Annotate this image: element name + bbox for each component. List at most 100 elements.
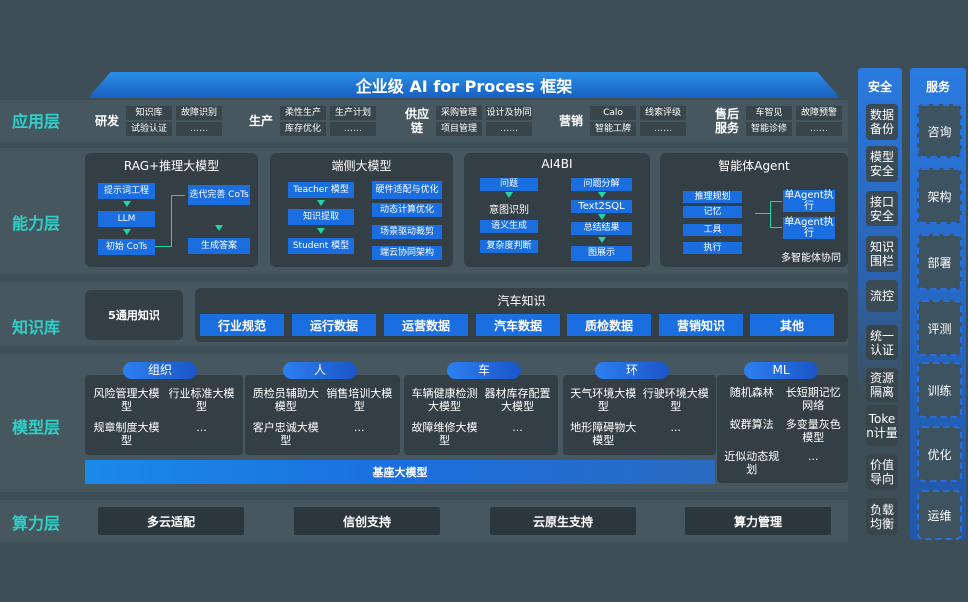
ai4bi-panel: AI4BI 问题 意图识别 语义生成 复杂度判断 问题分解 Text2SQL 总… [464,153,650,267]
model-group-panel: 天气环境大模型 行驶环境大模型 地形障碍物大模型... [563,375,716,455]
edge-box: 场景驱动裁剪 [372,225,442,239]
app-item: 设计及协同 [486,106,532,120]
ai4bi-title: AI4BI [541,157,573,171]
model-item: 近似动态规划 [724,450,780,476]
app-group: 生产 柔性生产 生产计划 库存优化 …… [246,104,376,138]
app-item: 项目管理 [436,122,482,136]
rag-box: 生成答案 [188,238,250,254]
service-item: 评测 [917,300,962,356]
model-item: ... [670,421,682,434]
arrow-down-icon [505,192,513,198]
app-group: 供应链 采购管理 设计及协同 项目管理 …… [402,104,532,138]
service-item: 训练 [917,362,962,418]
security-item: Token计量 [866,405,898,446]
service-title: 服务 [925,80,950,94]
service-item: 部署 [917,234,962,290]
base-model-bar: 基座大模型 [85,460,715,484]
ai4bi-box: 总结结果 [571,222,632,235]
service-item: 架构 [917,168,962,224]
model-group-panel: 车辆健康检测大模型 器材库存配置大模型 故障维修大模型... [404,375,558,455]
model-item: 随机森林 [729,386,774,399]
agent-box: 记忆 [683,206,742,218]
app-item: 故障识别 [176,106,222,120]
compute-item: 信创支持 [294,507,440,535]
agent-box: 工具 [683,224,742,236]
app-group-name: 售后服务 [714,107,739,135]
ai4bi-box: 图展示 [571,246,632,261]
model-item: 规章制度大模型 [93,421,160,447]
rag-title: RAG+推理大模型 [123,159,220,173]
knowledge-item: 行业规范 [200,314,284,336]
app-group-name: 生产 [248,114,273,128]
model-group-pill: 环 [595,362,669,379]
app-group-name: 营销 [558,114,583,128]
knowledge-item: 运营数据 [384,314,468,336]
arrow-down-icon [317,200,325,206]
ai4bi-box: 复杂度判断 [480,240,538,253]
connector-line [770,201,771,227]
ai4bi-text: 意图识别 [489,205,529,216]
agent-panel: 智能体Agent 推理规划 记忆 工具 执行 单Agent执行 单Agent执行… [660,153,848,267]
app-item: 智能诊修 [746,122,792,136]
ai4bi-box: Text2SQL [571,200,632,213]
edge-panel: 端侧大模型 Teacher 模型 知识提取 Student 模型 硬件适配与优化… [270,153,453,267]
ai4bi-box: 问题 [480,178,538,191]
app-group: 研发 知识库 故障识别 试验认证 …… [92,104,222,138]
app-item: 线索评级 [640,106,686,120]
service-item: 优化 [917,426,962,482]
app-group: 售后服务 车智见 故障预警 智能诊修 …… [712,104,842,138]
model-group-panel: 随机森林 长短期记忆网络 蚁群算法 多变量灰色模型 近似动态规划... [717,375,848,483]
connector-line [755,213,770,214]
compute-item: 多云适配 [98,507,244,535]
app-item: 生产计划 [330,106,376,120]
ai4bi-box: 问题分解 [571,178,632,191]
rag-box: LLM [98,211,155,227]
model-item: ... [512,421,523,434]
ai4bi-box: 语义生成 [480,220,538,233]
edge-box: 知识提取 [288,209,354,225]
framework-title: 企业级 AI for Process 框架 [88,72,840,98]
edge-title: 端侧大模型 [331,159,392,173]
edge-box: 动态计算优化 [372,203,442,217]
app-group-items: 知识库 故障识别 试验认证 …… [126,106,222,136]
model-group-panel: 风险管理大模型 行业标准大模型 规章制度大模型... [85,375,243,455]
app-item: 知识库 [126,106,172,120]
rag-box: 初始 CoTs [98,239,155,255]
security-item: 流控 [866,280,898,312]
app-group-items: 柔性生产 生产计划 库存优化 …… [280,106,376,136]
app-item: …… [486,122,532,136]
model-item: 器材库存配置大模型 [484,387,551,413]
edge-box: Student 模型 [288,238,354,254]
model-item: 地形障碍物大模型 [570,421,637,447]
model-item: 风险管理大模型 [93,387,160,413]
app-group-items: 车智见 故障预警 智能诊修 …… [746,106,842,136]
compute-item: 算力管理 [685,507,831,535]
app-group: 营销 Calo 线索评级 智能工牌 …… [556,104,686,138]
service-item: 咨询 [917,104,962,158]
model-item: 天气环境大模型 [570,387,637,413]
connector-line [171,195,172,247]
app-item: 车智见 [746,106,792,120]
arrow-down-icon [598,214,606,220]
app-item: 柔性生产 [280,106,326,120]
security-title: 安全 [867,80,892,94]
model-item: 长短期记忆网络 [785,386,841,412]
model-item: 销售培训大模型 [326,387,393,413]
connector-line [155,246,171,247]
arrow-down-icon [123,201,131,207]
app-item: 试验认证 [126,122,172,136]
rag-box: 提示词工程 [98,183,155,199]
auto-knowledge-title: 汽车知识 [497,294,546,308]
security-item: 接口安全 [866,191,898,226]
connector-line [171,195,185,196]
model-item: 车辆健康检测大模型 [411,387,478,413]
model-item: 客户忠诚大模型 [252,421,319,447]
app-layer-label: 应用层 [12,112,61,131]
security-item: 资源隔离 [866,368,898,402]
arrow-down-icon [598,192,606,198]
security-item: 模型安全 [866,146,898,182]
app-item: Calo [590,106,636,120]
security-item: 负载均衡 [866,498,898,535]
security-item: 数据备份 [866,104,898,140]
security-item: 价值导向 [866,454,898,490]
